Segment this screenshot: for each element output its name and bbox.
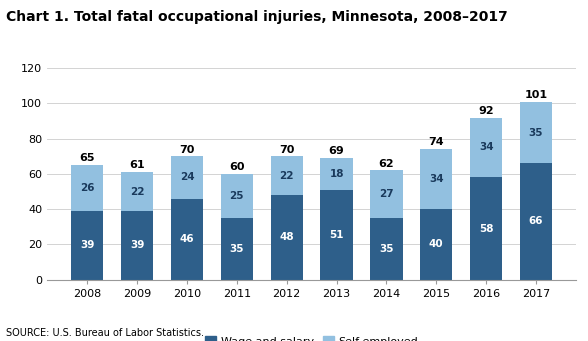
Text: 92: 92 [478,106,494,116]
Text: 39: 39 [80,240,95,250]
Text: 58: 58 [479,224,493,234]
Bar [71,211,103,280]
Bar [121,172,153,211]
Text: 25: 25 [229,191,244,201]
Bar [270,195,303,280]
Bar [220,218,253,280]
Text: 70: 70 [279,145,295,154]
Text: 24: 24 [180,173,194,182]
Bar [71,165,103,211]
Text: 22: 22 [279,171,294,181]
Text: 61: 61 [129,160,145,170]
Bar [121,211,153,280]
Text: 66: 66 [529,217,543,226]
Text: 65: 65 [79,153,95,163]
Bar [470,177,502,280]
Text: SOURCE: U.S. Bureau of Labor Statistics.: SOURCE: U.S. Bureau of Labor Statistics. [6,328,204,338]
Bar [470,118,502,177]
Text: 46: 46 [180,234,194,244]
Text: 35: 35 [529,128,543,137]
Text: 51: 51 [329,230,344,240]
Text: 18: 18 [329,169,344,179]
Text: 35: 35 [379,244,394,254]
Text: 40: 40 [429,239,443,249]
Bar [171,198,203,280]
Text: 34: 34 [429,174,443,184]
Text: 35: 35 [229,244,244,254]
Bar [370,170,403,218]
Text: 22: 22 [130,187,145,196]
Text: 26: 26 [80,183,95,193]
Text: 74: 74 [429,137,444,147]
Text: 60: 60 [229,162,245,172]
Legend: Wage and salary, Self-employed: Wage and salary, Self-employed [201,332,423,341]
Bar [270,156,303,195]
Bar [220,174,253,218]
Bar [171,156,203,198]
Bar [520,102,552,163]
Text: 69: 69 [329,146,345,156]
Text: 101: 101 [524,90,547,100]
Bar [520,163,552,280]
Text: Chart 1. Total fatal occupational injuries, Minnesota, 2008–2017: Chart 1. Total fatal occupational injuri… [6,10,507,24]
Bar [320,158,353,190]
Text: 70: 70 [179,145,195,154]
Text: 39: 39 [130,240,144,250]
Bar [320,190,353,280]
Bar [420,149,453,209]
Bar [370,218,403,280]
Text: 34: 34 [479,143,493,152]
Text: 62: 62 [379,159,394,169]
Text: 27: 27 [379,189,394,199]
Bar [420,209,453,280]
Text: 48: 48 [279,232,294,242]
